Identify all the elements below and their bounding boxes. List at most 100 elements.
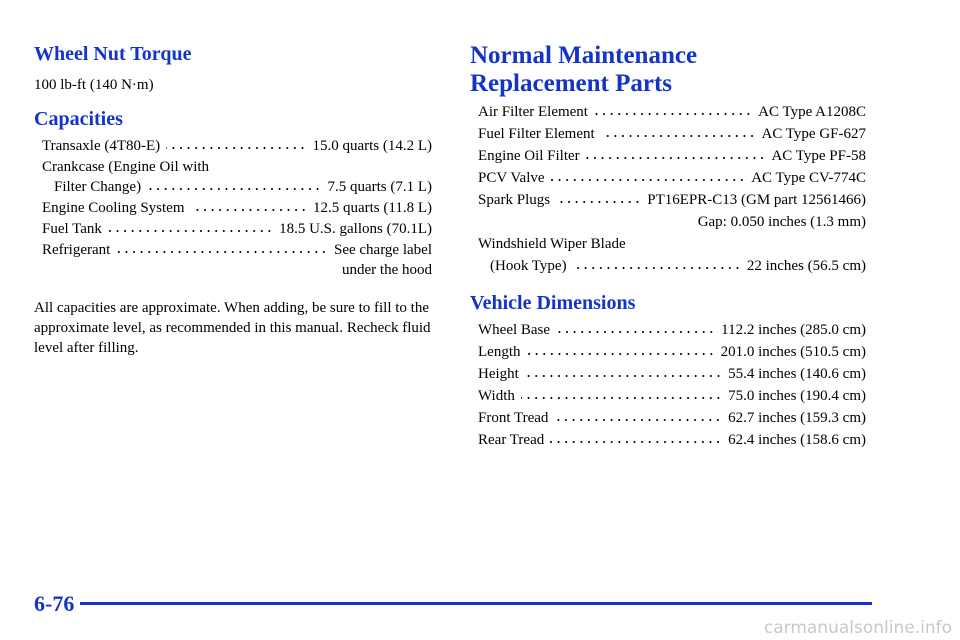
dot-leader bbox=[520, 396, 723, 400]
item-value: 201.0 inches (510.5 cm) bbox=[720, 344, 866, 360]
list-item: Front Tread 62.7 inches (159.3 cm) bbox=[478, 407, 866, 429]
list-item: Spark Plugs PT16EPR-C13 (GM part 12561466… bbox=[478, 189, 866, 233]
item-row: Engine Cooling System 12.5 quarts (11.8 L… bbox=[42, 198, 432, 218]
item-label: Width bbox=[478, 388, 515, 404]
dot-leader bbox=[107, 229, 274, 233]
list-item: Rear Tread 62.4 inches (158.6 cm) bbox=[478, 429, 866, 451]
torque-spec: 100 lb-ft (140 N·m) bbox=[34, 77, 154, 93]
item-label: Refrigerant bbox=[42, 242, 111, 258]
dot-leader bbox=[556, 330, 716, 334]
capacities-list: Transaxle (4T80-E) 15.0 quarts (14.2 L) Cr… bbox=[42, 136, 432, 281]
watermark: carmanualsonline.info bbox=[763, 618, 952, 638]
section-heading: Wheel Nut Torque bbox=[34, 43, 192, 65]
dot-leader bbox=[524, 374, 723, 378]
item-value: 18.5 U.S. gallons (70.1L) bbox=[279, 221, 432, 237]
dot-leader bbox=[116, 250, 328, 254]
dot-leader bbox=[550, 178, 746, 182]
item-value: 62.7 inches (159.3 cm) bbox=[728, 410, 866, 426]
list-item: Refrigerant See charge label under the hoo… bbox=[42, 240, 432, 280]
list-item: Height 55.4 inches (140.6 cm) bbox=[478, 363, 866, 385]
item-value: 62.4 inches (158.6 cm) bbox=[728, 432, 866, 448]
item-value: 112.2 inches (285.0 cm) bbox=[721, 322, 866, 338]
section-heading: Capacities bbox=[34, 108, 123, 130]
item-row: Wheel Base 112.2 inches (285.0 cm) bbox=[478, 319, 866, 341]
item-row: Spark Plugs PT16EPR-C13 (GM part 12561466… bbox=[478, 189, 866, 211]
page-number: 6-76 bbox=[34, 591, 75, 616]
dot-leader bbox=[572, 266, 741, 270]
item-value: AC Type PF-58 bbox=[771, 148, 866, 164]
item-row: PCV Valve AC Type CV-774C bbox=[478, 167, 866, 189]
parts-list: Air Filter Element AC Type A1208C Fuel Fil… bbox=[478, 101, 866, 277]
dot-leader bbox=[585, 156, 766, 160]
item-label: Wheel Base bbox=[478, 322, 551, 338]
list-item: Crankcase (Engine Oil with Filter Change)… bbox=[42, 157, 432, 197]
item-row: Engine Oil Filter AC Type PF-58 bbox=[478, 145, 866, 167]
item-value: AC Type GF-627 bbox=[761, 126, 866, 142]
item-value: AC Type A1208C bbox=[758, 104, 866, 120]
item-value: See charge label bbox=[333, 242, 432, 258]
item-label: Transaxle (4T80-E) bbox=[42, 138, 161, 154]
item-row: Front Tread 62.7 inches (159.3 cm) bbox=[478, 407, 866, 429]
item-value: 22 inches (56.5 cm) bbox=[746, 258, 866, 274]
dot-leader bbox=[190, 208, 307, 212]
item-row: Filter Change) 7.5 quarts (7.1 L) bbox=[42, 177, 432, 197]
item-label: Windshield Wiper Blade bbox=[478, 236, 626, 252]
list-item: Wheel Base 112.2 inches (285.0 cm) bbox=[478, 319, 866, 341]
note: All capacities are approximate. When add… bbox=[34, 300, 431, 356]
item-label: Spark Plugs bbox=[478, 192, 551, 208]
item-row: Fuel Tank 18.5 U.S. gallons (70.1L) bbox=[42, 219, 432, 239]
item-label: Air Filter Element bbox=[478, 104, 588, 120]
list-item: Engine Oil Filter AC Type PF-58 bbox=[478, 145, 866, 167]
item-label: PCV Valve bbox=[478, 170, 545, 186]
item-label: (Hook Type) bbox=[490, 258, 567, 274]
item-value: 75.0 inches (190.4 cm) bbox=[728, 388, 866, 404]
item-row: Length 201.0 inches (510.5 cm) bbox=[478, 341, 866, 363]
item-value: 15.0 quarts (14.2 L) bbox=[312, 138, 432, 154]
list-item: Width 75.0 inches (190.4 cm) bbox=[478, 385, 866, 407]
list-item: Fuel Filter Element AC Type GF-627 bbox=[478, 123, 866, 145]
item-value: 12.5 quarts (11.8 L) bbox=[312, 200, 432, 216]
item-label: Height bbox=[478, 366, 519, 382]
item-row: Transaxle (4T80-E) 15.0 quarts (14.2 L) bbox=[42, 136, 432, 156]
item-row: Width 75.0 inches (190.4 cm) bbox=[478, 385, 866, 407]
item-row: Height 55.4 inches (140.6 cm) bbox=[478, 363, 866, 385]
item-label: Rear Tread bbox=[478, 432, 545, 448]
dot-leader bbox=[526, 352, 715, 356]
item-value: under the hood bbox=[342, 262, 432, 278]
dot-leader bbox=[166, 146, 307, 150]
dot-leader bbox=[147, 187, 322, 191]
list-item: Air Filter Element AC Type A1208C bbox=[478, 101, 866, 123]
section-heading: Normal Maintenance bbox=[470, 42, 698, 69]
footer-rule bbox=[80, 602, 872, 605]
dimensions-list: Wheel Base 112.2 inches (285.0 cm) Length 2… bbox=[478, 319, 866, 451]
item-label: Fuel Tank bbox=[42, 221, 102, 237]
list-item: Engine Cooling System 12.5 quarts (11.8 L… bbox=[42, 198, 432, 218]
dot-leader bbox=[600, 134, 756, 138]
item-row: Fuel Filter Element AC Type GF-627 bbox=[478, 123, 866, 145]
item-label: Front Tread bbox=[478, 410, 549, 426]
item-row: Refrigerant See charge label bbox=[42, 240, 432, 260]
list-item: Transaxle (4T80-E) 15.0 quarts (14.2 L) bbox=[42, 136, 432, 156]
item-label: Engine Cooling System bbox=[42, 200, 185, 216]
section-heading: Vehicle Dimensions bbox=[470, 292, 636, 314]
item-value: AC Type CV-774C bbox=[751, 170, 866, 186]
dot-leader bbox=[554, 418, 723, 422]
list-item: PCV Valve AC Type CV-774C bbox=[478, 167, 866, 189]
list-item: Windshield Wiper Blade (Hook Type) 22 inch… bbox=[478, 233, 866, 277]
item-value: 7.5 quarts (7.1 L) bbox=[327, 179, 432, 195]
item-label: Filter Change) bbox=[54, 179, 142, 195]
dot-leader bbox=[556, 200, 642, 204]
list-item: Fuel Tank 18.5 U.S. gallons (70.1L) bbox=[42, 219, 432, 239]
item-label: Crankcase (Engine Oil with bbox=[42, 159, 210, 175]
item-label: Length bbox=[478, 344, 521, 360]
list-item: Length 201.0 inches (510.5 cm) bbox=[478, 341, 866, 363]
dot-leader bbox=[593, 112, 753, 116]
item-row: Rear Tread 62.4 inches (158.6 cm) bbox=[478, 429, 866, 451]
section-heading: Replacement Parts bbox=[470, 70, 673, 97]
item-value: 55.4 inches (140.6 cm) bbox=[728, 366, 866, 382]
item-row: (Hook Type) 22 inches (56.5 cm) bbox=[478, 255, 866, 277]
dot-leader bbox=[550, 440, 723, 444]
item-label: Fuel Filter Element bbox=[478, 126, 595, 142]
item-value: PT16EPR-C13 (GM part 12561466) bbox=[647, 192, 866, 208]
